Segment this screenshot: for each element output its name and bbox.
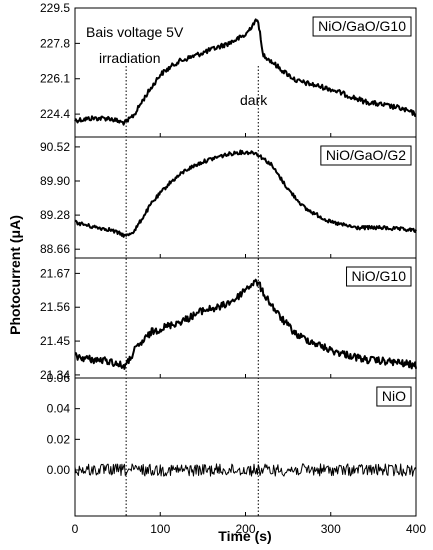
y-tick-label: 21.67: [40, 266, 70, 280]
y-tick-label: 89.90: [40, 174, 70, 188]
irradiation-annotation: irradiation: [99, 50, 160, 66]
bias-voltage-annotation: Bais voltage 5V: [86, 24, 184, 40]
y-tick-label: 0.02: [47, 432, 71, 446]
x-axis-title: Time (s): [218, 528, 271, 544]
x-tick-label: 0: [72, 522, 79, 536]
panel-2: 21.34 21.45 21.56 21.67 NiO/G10: [40, 257, 417, 382]
x-tick-label: 300: [321, 522, 341, 536]
panel-label: NiO/G10: [352, 268, 407, 284]
annotations: Bais voltage 5V irradiation dark: [86, 24, 268, 108]
panel-1: 88.66 89.28 89.90 90.52 NiO/GaO/G2: [40, 136, 417, 259]
panels-layer: 224.4 226.1 227.8 229.5 NiO/GaO/G10 88.66 89.2…: [40, 1, 417, 517]
series-line-0: [74, 18, 417, 126]
y-tick-label: 0.06: [47, 371, 71, 385]
panel-label: NiO/GaO/G10: [318, 18, 406, 34]
x-tick-label: 100: [150, 522, 170, 536]
panel-label-box: [346, 266, 412, 287]
series-line-3: [74, 463, 417, 477]
y-tick-label: 21.56: [40, 300, 70, 314]
x-axis: 0 100 200 300 400: [72, 522, 427, 536]
series-line-2: [74, 278, 417, 370]
y-tick-label: 21.45: [40, 334, 70, 348]
y-tick-label: 229.5: [40, 1, 70, 15]
y-tick-label: 224.4: [40, 107, 70, 121]
y-axis-title: Photocurrent (μA): [7, 215, 23, 335]
series-line-1: [74, 149, 417, 238]
panel-label-box: [312, 16, 412, 37]
x-tick-label: 400: [406, 522, 426, 536]
panel-label: NiO/GaO/G2: [326, 147, 406, 163]
y-tick-label: 21.34: [40, 368, 70, 382]
y-tick-label: 89.28: [40, 208, 70, 222]
panel-label-box: [376, 386, 412, 407]
panel-label: NiO: [382, 388, 406, 404]
y-tick-label: 0.00: [47, 463, 71, 477]
panel-0: 224.4 226.1 227.8 229.5 NiO/GaO/G10: [40, 1, 417, 138]
y-tick-label: 227.8: [40, 36, 70, 50]
panel-3: 0.00 0.02 0.04 0.06 NiO: [47, 371, 417, 517]
y-tick-label: 88.66: [40, 242, 70, 256]
y-tick-label: 90.52: [40, 140, 70, 154]
panel-label-box: [320, 145, 412, 166]
y-tick-label: 226.1: [40, 72, 70, 86]
y-tick-label: 0.04: [47, 402, 71, 416]
x-tick-label: 200: [235, 522, 255, 536]
dark-annotation: dark: [240, 92, 268, 108]
